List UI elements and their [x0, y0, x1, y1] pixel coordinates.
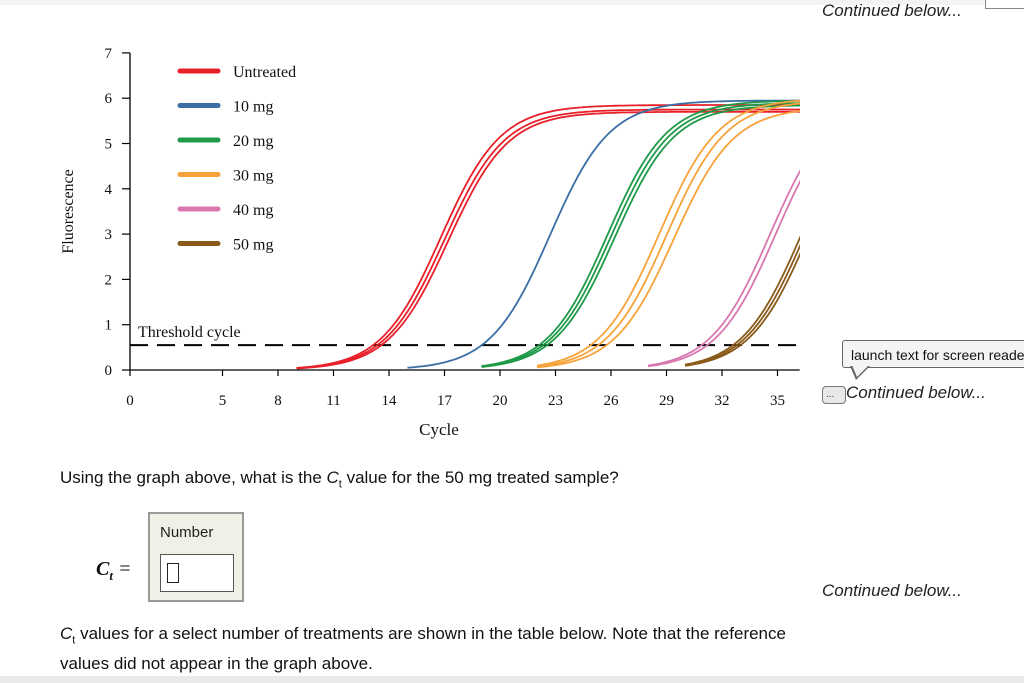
ct-label-equals: =	[112, 558, 132, 580]
y-tick-label: 6	[105, 91, 113, 107]
x-tick-label: 20	[493, 393, 508, 409]
threshold-label: Threshold cycle	[138, 324, 241, 341]
amplification-curves	[296, 99, 800, 370]
bottom-strip	[0, 676, 1024, 683]
y-tick-label: 2	[105, 272, 113, 288]
footer-line1: values for a select number of treatments…	[75, 624, 786, 643]
curve-40-mg	[647, 169, 800, 367]
y-axis-label: Fluorescence	[60, 169, 77, 253]
curve-50-mg	[684, 235, 800, 366]
x-tick-label: 17	[437, 393, 453, 409]
legend-label-untreated: Untreated	[233, 64, 296, 81]
continued-below-middle: Continued below...	[846, 383, 986, 402]
tooltip-tail-inner	[852, 365, 869, 377]
x-tick-label: 26	[604, 393, 620, 409]
curve-30-mg	[536, 102, 800, 368]
screen-reader-tooltip: launch text for screen reader	[842, 340, 1024, 368]
y-tick-label: 7	[105, 46, 113, 62]
chart-legend: Untreated 10 mg 20 mg 30 mg 40 mg 50 mg	[177, 64, 296, 254]
ct-table-intro: Ct values for a select number of treatme…	[60, 622, 910, 676]
speech-bubble-icon[interactable]: ...	[822, 386, 846, 404]
x-tick-label: 0	[126, 393, 134, 409]
legend-label-40-mg: 40 mg	[233, 202, 273, 219]
continued-below-top: Continued below...	[822, 1, 962, 20]
continued-below-lower: Continued below...	[822, 581, 962, 600]
legend-label-10-mg: 10 mg	[233, 99, 273, 116]
y-tick-label: 5	[105, 137, 113, 153]
x-tick-label: 11	[326, 393, 340, 409]
x-tick-label: 35	[770, 393, 785, 409]
number-label: Number	[160, 524, 214, 541]
x-tick-label: 29	[659, 393, 674, 409]
curve-20-mg	[481, 102, 800, 368]
curve-40-mg	[647, 179, 800, 368]
ct-equals-label: Ct =	[96, 558, 131, 584]
curve-30-mg	[536, 110, 800, 369]
x-tick-label: 32	[715, 393, 730, 409]
question-text: Using the graph above, what is the Ct va…	[60, 468, 619, 490]
x-axis-label: Cycle	[419, 420, 459, 439]
y-tick-label: 1	[105, 318, 113, 334]
curve-20-mg	[481, 104, 800, 368]
legend-label-50-mg: 50 mg	[233, 237, 273, 254]
ct-label-symbol: C	[96, 558, 110, 580]
text-cursor	[167, 563, 179, 583]
y-tick-label: 3	[105, 227, 113, 243]
x-tick-label: 5	[219, 393, 227, 409]
curve-50-mg	[684, 243, 800, 367]
question-suffix: value for the 50 mg treated sample?	[341, 468, 619, 487]
qpcr-chart: 0 5 8 11 14 17 20 23 26 29 32 3501234567CycleFluore…	[60, 46, 800, 439]
x-tick-label: 23	[548, 393, 563, 409]
speech-bubble-glyph: ...	[826, 389, 835, 400]
x-tick-label: 14	[382, 393, 398, 409]
threshold-line: Threshold cycle	[130, 324, 800, 347]
top-strip	[0, 0, 1024, 5]
y-tick-label: 4	[105, 182, 113, 198]
top-right-control[interactable]	[985, 0, 1024, 9]
ct-label-subscript: t	[109, 568, 113, 583]
number-answer-box: Number	[148, 512, 244, 602]
x-tick-label: 8	[274, 393, 282, 409]
curve-20-mg	[481, 100, 800, 367]
footer-ct-symbol: C	[60, 624, 73, 643]
ct-number-input[interactable]	[160, 554, 234, 592]
legend-label-20-mg: 20 mg	[233, 133, 273, 150]
curve-50-mg	[684, 252, 800, 367]
y-tick-label: 0	[105, 363, 113, 379]
footer-line2: values did not appear in the graph above…	[60, 654, 373, 674]
chart-axes: 0 5 8 11 14 17 20 23 26 29 32 3501234567CycleFluore…	[60, 46, 800, 439]
question-ct-symbol: C	[326, 468, 339, 487]
curve-10-mg	[407, 99, 800, 369]
legend-label-30-mg: 30 mg	[233, 168, 273, 185]
footer-ct-subscript: t	[72, 634, 76, 647]
question-prefix: Using the graph above, what is the	[60, 468, 327, 487]
curve-30-mg	[536, 99, 800, 367]
question-ct-subscript: t	[338, 478, 342, 491]
curve-untreated	[296, 104, 800, 369]
